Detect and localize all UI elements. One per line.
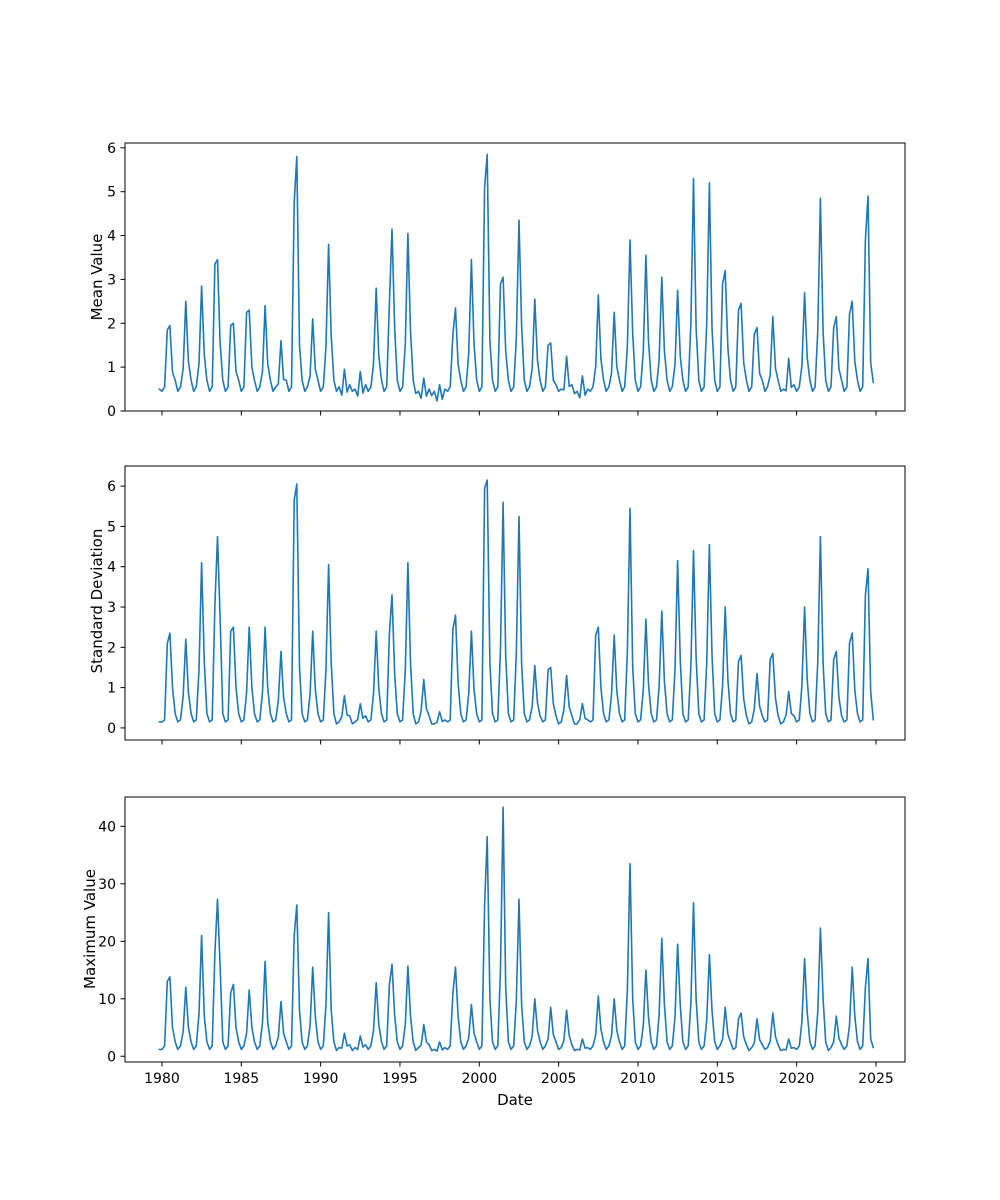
x-tick-label: 2025 <box>858 1071 894 1087</box>
y-tick-label: 40 <box>98 819 116 835</box>
y-tick-label: 0 <box>107 721 116 737</box>
y-tick-label: 3 <box>107 272 116 288</box>
y-tick-label: 6 <box>107 141 116 157</box>
mean-line <box>158 153 875 402</box>
y-tick-label: 5 <box>107 185 116 201</box>
axes-frame <box>124 142 906 412</box>
x-tick-label: 1995 <box>382 1071 418 1087</box>
y-tick-label: 0 <box>107 404 116 420</box>
std-line <box>158 479 875 725</box>
y-tick-label: 1 <box>107 681 116 697</box>
x-tick-label: 2015 <box>699 1071 735 1087</box>
y-tick-label: 4 <box>107 560 116 576</box>
x-tick-label: 2005 <box>541 1071 577 1087</box>
y-tick-label: 20 <box>98 934 116 950</box>
y-tick-label: 0 <box>107 1049 116 1065</box>
axes-frame <box>124 465 906 741</box>
y-tick-label: 2 <box>107 640 116 656</box>
x-tick-label: 2020 <box>779 1071 815 1087</box>
max-line <box>158 806 875 1052</box>
y-tick-label: 1 <box>107 360 116 376</box>
x-tick-label: 1990 <box>303 1071 339 1087</box>
x-axis-label-date: Date <box>497 1091 533 1109</box>
x-tick-label: 2000 <box>461 1071 497 1087</box>
y-tick-label: 6 <box>107 479 116 495</box>
axes-frame <box>124 796 906 1063</box>
y-tick-label: 10 <box>98 992 116 1008</box>
y-axis-label-max: Maximum Value <box>81 869 99 989</box>
y-tick-label: 2 <box>107 316 116 332</box>
x-tick-label: 1980 <box>144 1071 180 1087</box>
y-axis-label-mean: Mean Value <box>88 233 106 321</box>
y-tick-label: 30 <box>98 877 116 893</box>
y-tick-label: 4 <box>107 229 116 245</box>
x-tick-label: 1985 <box>223 1071 259 1087</box>
y-tick-label: 3 <box>107 600 116 616</box>
x-tick-label: 2010 <box>620 1071 656 1087</box>
y-tick-label: 5 <box>107 519 116 535</box>
y-axis-label-std: Standard Deviation <box>88 528 106 674</box>
